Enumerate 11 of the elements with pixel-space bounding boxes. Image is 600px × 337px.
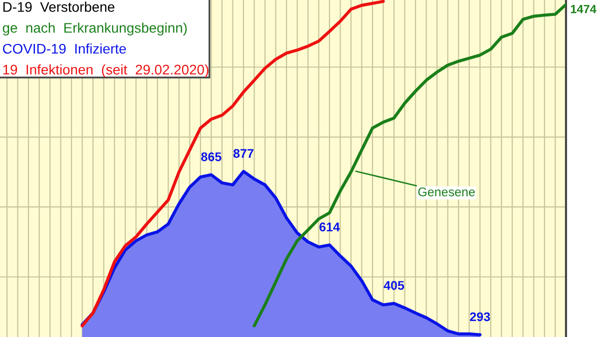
- text: COVID-19 Infizierte: [2, 43, 126, 54]
- data-label: 877: [233, 149, 254, 158]
- data-label: 865: [201, 152, 222, 162]
- data-label: 614: [320, 222, 340, 232]
- text: ge nach Erkrankungsbeginn): [2, 22, 187, 36]
- data-label: 293: [470, 312, 490, 322]
- data-label: 1474: [570, 4, 596, 14]
- annotation: D-19 Verstorbene: [3, 2, 114, 12]
- text: 19 Infektionen (seit 29.02.2020): [3, 64, 208, 78]
- annotation: Genesene: [418, 187, 475, 196]
- data-label: 405: [384, 281, 404, 290]
